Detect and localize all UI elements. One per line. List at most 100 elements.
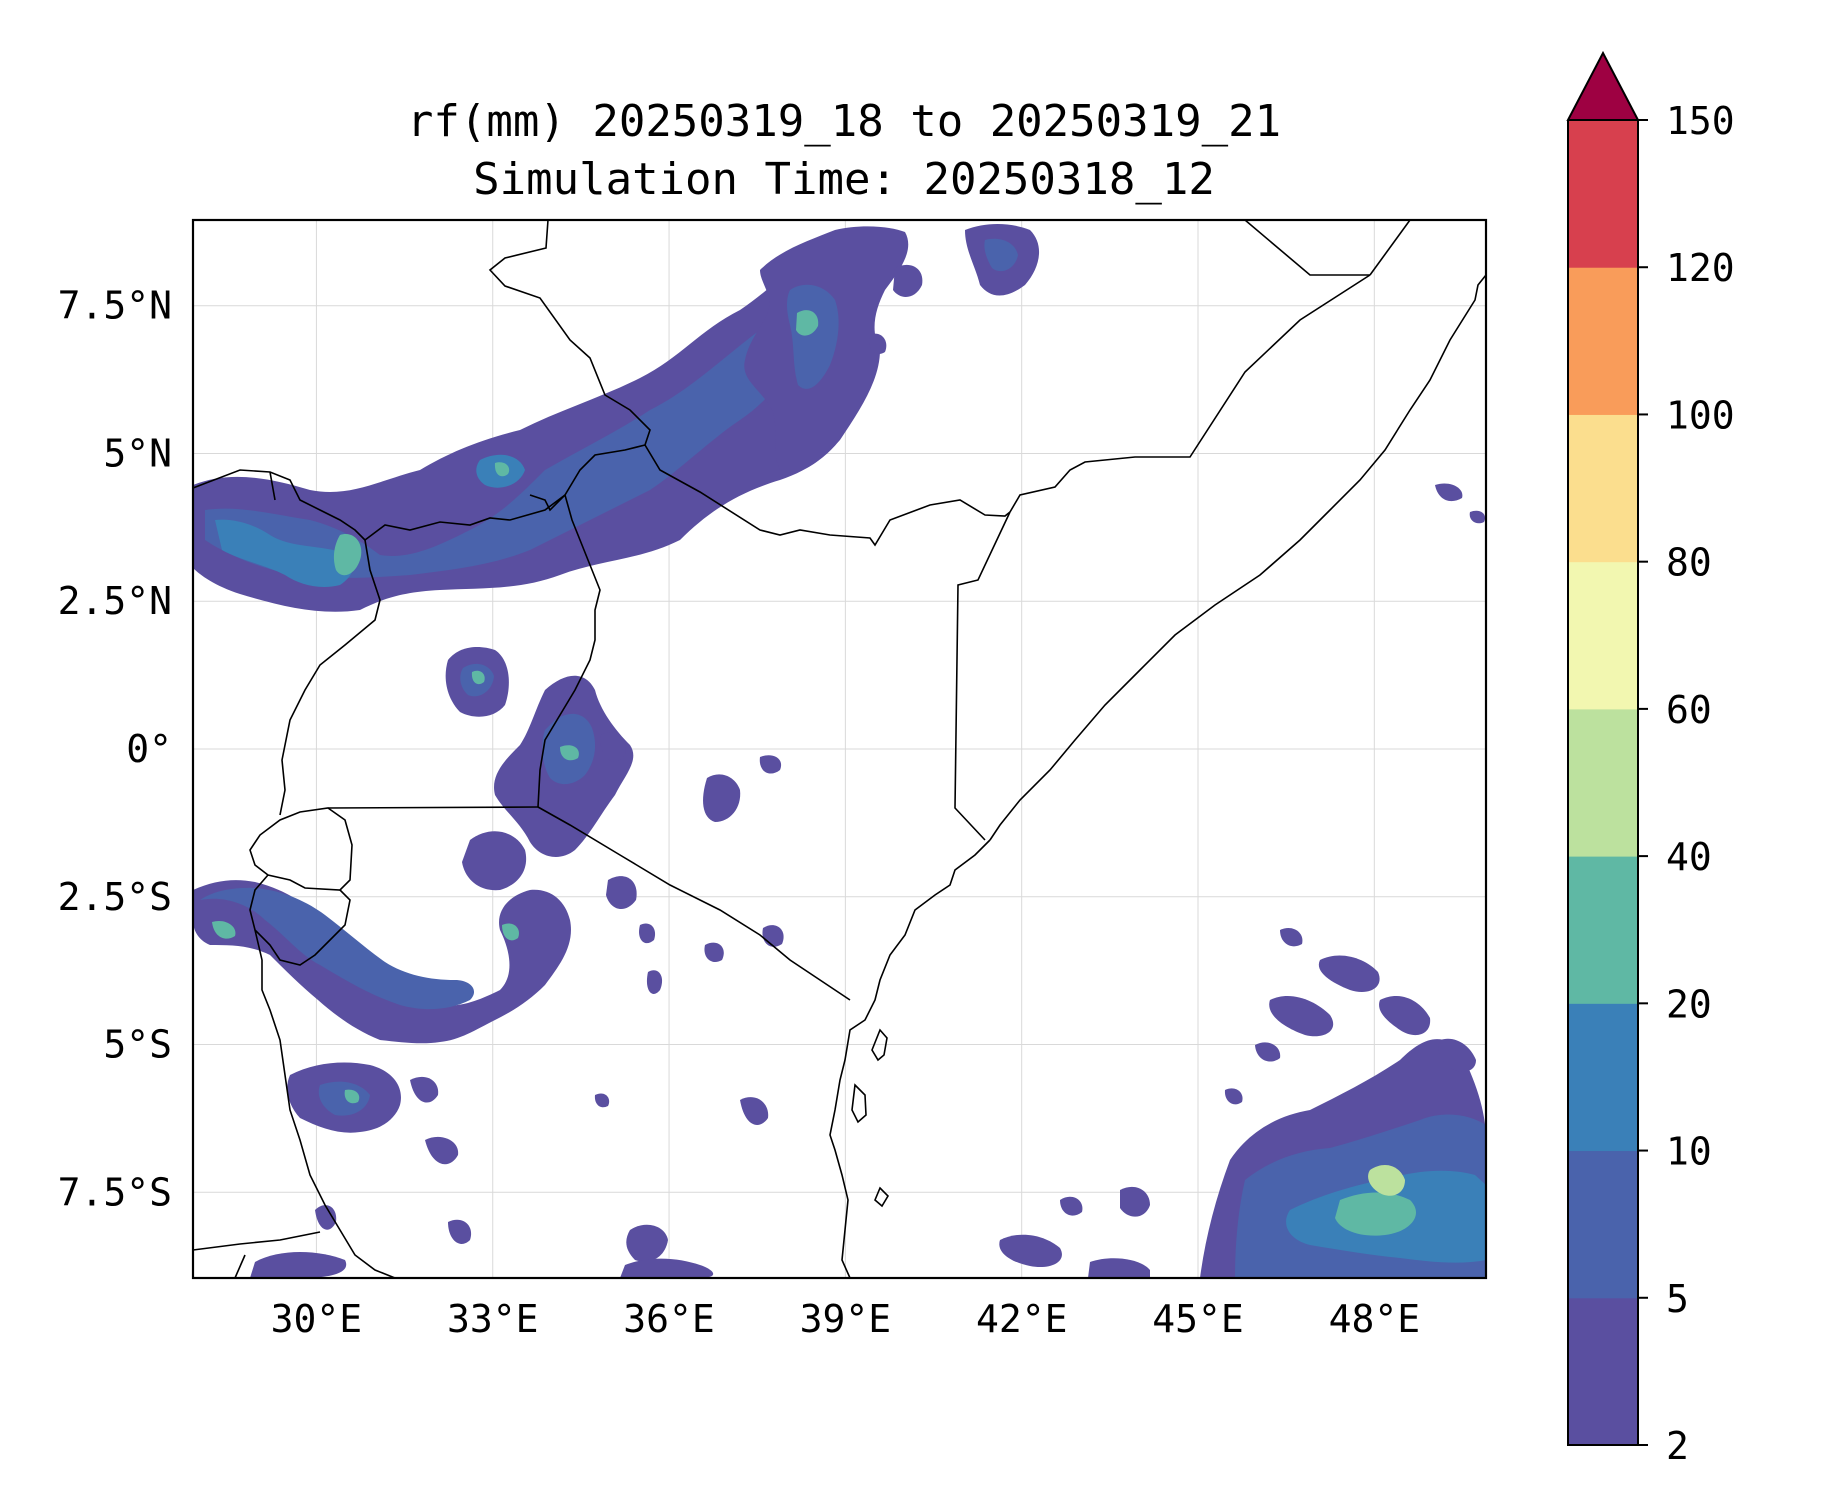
rain-blob-tanzania-core <box>200 887 475 1010</box>
rain-speck-1 <box>639 923 656 944</box>
rain-blob-tanzania-peak-2 <box>502 923 519 941</box>
rain-speck-2 <box>704 942 724 963</box>
border-ethiopia-somalia <box>1009 274 1371 513</box>
colorbar-tick-label: 20 <box>1666 982 1712 1026</box>
border-uganda-tanzania <box>327 806 539 809</box>
rain-blob-tanzania-peak <box>212 920 236 939</box>
island-mafia <box>874 1186 890 1208</box>
border-drc-sw <box>193 1231 321 1251</box>
colorbar-tick-label: 100 <box>1666 393 1735 437</box>
colorbar-tick-label: 40 <box>1666 835 1712 879</box>
colorbar-segment <box>1568 267 1638 415</box>
country-borders <box>193 220 1486 1278</box>
y-tick-label: 5°S <box>103 1023 172 1067</box>
border-ethiopia-kenya <box>644 444 1011 547</box>
island-pemba <box>871 1028 888 1062</box>
rain-speck-5 <box>594 1093 610 1108</box>
rain-streak-ocean-10 <box>1224 1088 1243 1105</box>
y-tick-label: 2.5°S <box>58 875 172 919</box>
rain-blob-rift-south <box>462 831 527 891</box>
coast-kenya-tanzania <box>829 839 991 1278</box>
colorbar-segment <box>1568 856 1638 1004</box>
border-somalia-djibouti <box>1244 220 1370 276</box>
colorbar-segment <box>1568 120 1638 268</box>
border-kenya-uganda <box>537 494 601 808</box>
colorbar: 2 5 10 20 40 60 80 100 120 150 <box>1566 50 1735 1468</box>
colorbar-extend-max-arrow <box>1566 50 1640 121</box>
border-south-sudan-drc <box>193 469 366 541</box>
colorbar-segment <box>1568 1297 1638 1446</box>
border-kenya-somalia <box>954 511 1011 841</box>
rain-blob-northwest-peak <box>333 534 362 576</box>
x-axis: 30°E 33°E 36°E 39°E 42°E 45°E 48°E <box>271 1297 1420 1341</box>
rain-streak-ocean-1 <box>1269 995 1334 1037</box>
border-somaliland-east <box>1369 220 1411 276</box>
rain-streak-ocean-6 <box>1120 1186 1150 1217</box>
border-burundi <box>249 874 351 966</box>
figure-title-line-1: rf(mm) 20250319_18 to 20250319_21 <box>406 96 1282 147</box>
y-tick-label: 2.5°N <box>58 579 172 623</box>
coast-somalia <box>989 274 1486 841</box>
map-frame <box>191 218 1488 1280</box>
y-tick-label: 7.5°N <box>58 284 172 328</box>
rain-blob-tz-south <box>620 1258 714 1278</box>
rain-streak-ocean-3 <box>1379 996 1431 1036</box>
rain-streak-ocean-2 <box>1318 955 1380 992</box>
x-tick-label: 33°E <box>447 1297 539 1341</box>
rain-blob-ocean-se-peak <box>1368 1165 1405 1196</box>
rain-blob-northwest-band <box>193 232 873 612</box>
rain-blob-ethiopia-core <box>787 284 839 389</box>
y-axis: 7.5°N 5°N 2.5°N 0° 2.5°S 5°S 7.5°S <box>58 284 172 1215</box>
rain-blob-tz-central-2 <box>740 1097 769 1125</box>
rain-streak-ocean-4 <box>1438 1038 1476 1072</box>
x-tick-label: 36°E <box>623 1297 715 1341</box>
rain-streak-ocean-7 <box>999 1234 1062 1268</box>
x-tick-label: 42°E <box>976 1297 1068 1341</box>
y-tick-label: 5°N <box>103 431 172 475</box>
rain-blob-ethiopia-small <box>869 333 887 355</box>
border-uganda-drc <box>279 539 381 816</box>
rain-streak-ocean-5 <box>1280 927 1303 947</box>
rain-blob-uganda-west-peak <box>471 670 485 685</box>
rain-blob-sw-tanzania-core <box>318 1081 370 1116</box>
rain-blob-south-edge-3 <box>448 1219 472 1244</box>
rain-blob-ethiopia-peak <box>796 310 819 336</box>
border-drc-south <box>234 1254 246 1278</box>
rain-blob-kenya-central <box>703 774 741 822</box>
rain-blob-sw-tanzania-2 <box>410 1076 439 1103</box>
rain-blob-sudan-peak <box>494 462 510 477</box>
rain-blob-ethiopia-north-core <box>984 238 1018 272</box>
rain-blob-sw-tanzania-3 <box>425 1136 459 1165</box>
colorbar-tick-label: 5 <box>1666 1277 1689 1321</box>
rain-blob-kenya-west <box>600 732 626 762</box>
x-tick-label: 45°E <box>1152 1297 1244 1341</box>
colorbar-tick-label: 60 <box>1666 688 1712 732</box>
border-lake-tanganyika <box>254 929 396 1278</box>
colorbar-tick-label: 150 <box>1666 99 1735 143</box>
rain-blob-tz-central <box>626 1224 668 1262</box>
x-tick-label: 30°E <box>271 1297 363 1341</box>
rain-streak-ocean-11 <box>1255 1042 1281 1062</box>
rain-streak-ocean-8 <box>1060 1196 1083 1216</box>
border-sudan-south <box>488 220 651 446</box>
rain-blob-ocean-se-heavy <box>1335 1192 1416 1236</box>
border-uganda-south-sudan <box>364 494 566 541</box>
x-tick-label: 39°E <box>800 1297 892 1341</box>
rain-speck-gulf <box>1435 483 1463 502</box>
figure-title-line-2: Simulation Time: 20250318_12 <box>473 154 1215 205</box>
colorbar-tick-label: 120 <box>1666 246 1735 290</box>
colorbar-segment <box>1568 561 1638 710</box>
colorbar-tick-label: 2 <box>1666 1424 1689 1468</box>
rain-speck-3 <box>646 970 663 994</box>
rain-blob-south-edge <box>250 1252 347 1278</box>
colorbar-segment <box>1568 708 1638 857</box>
border-rwanda <box>249 807 353 891</box>
colorbar-segment <box>1568 414 1638 563</box>
colorbar-segment <box>1568 1003 1638 1152</box>
y-tick-label: 7.5°S <box>58 1170 172 1214</box>
x-tick-label: 48°E <box>1329 1297 1421 1341</box>
border-ethiopia-south <box>529 444 646 512</box>
border-car-drc <box>269 471 276 501</box>
rain-blob-northwest-heavy <box>215 519 354 587</box>
